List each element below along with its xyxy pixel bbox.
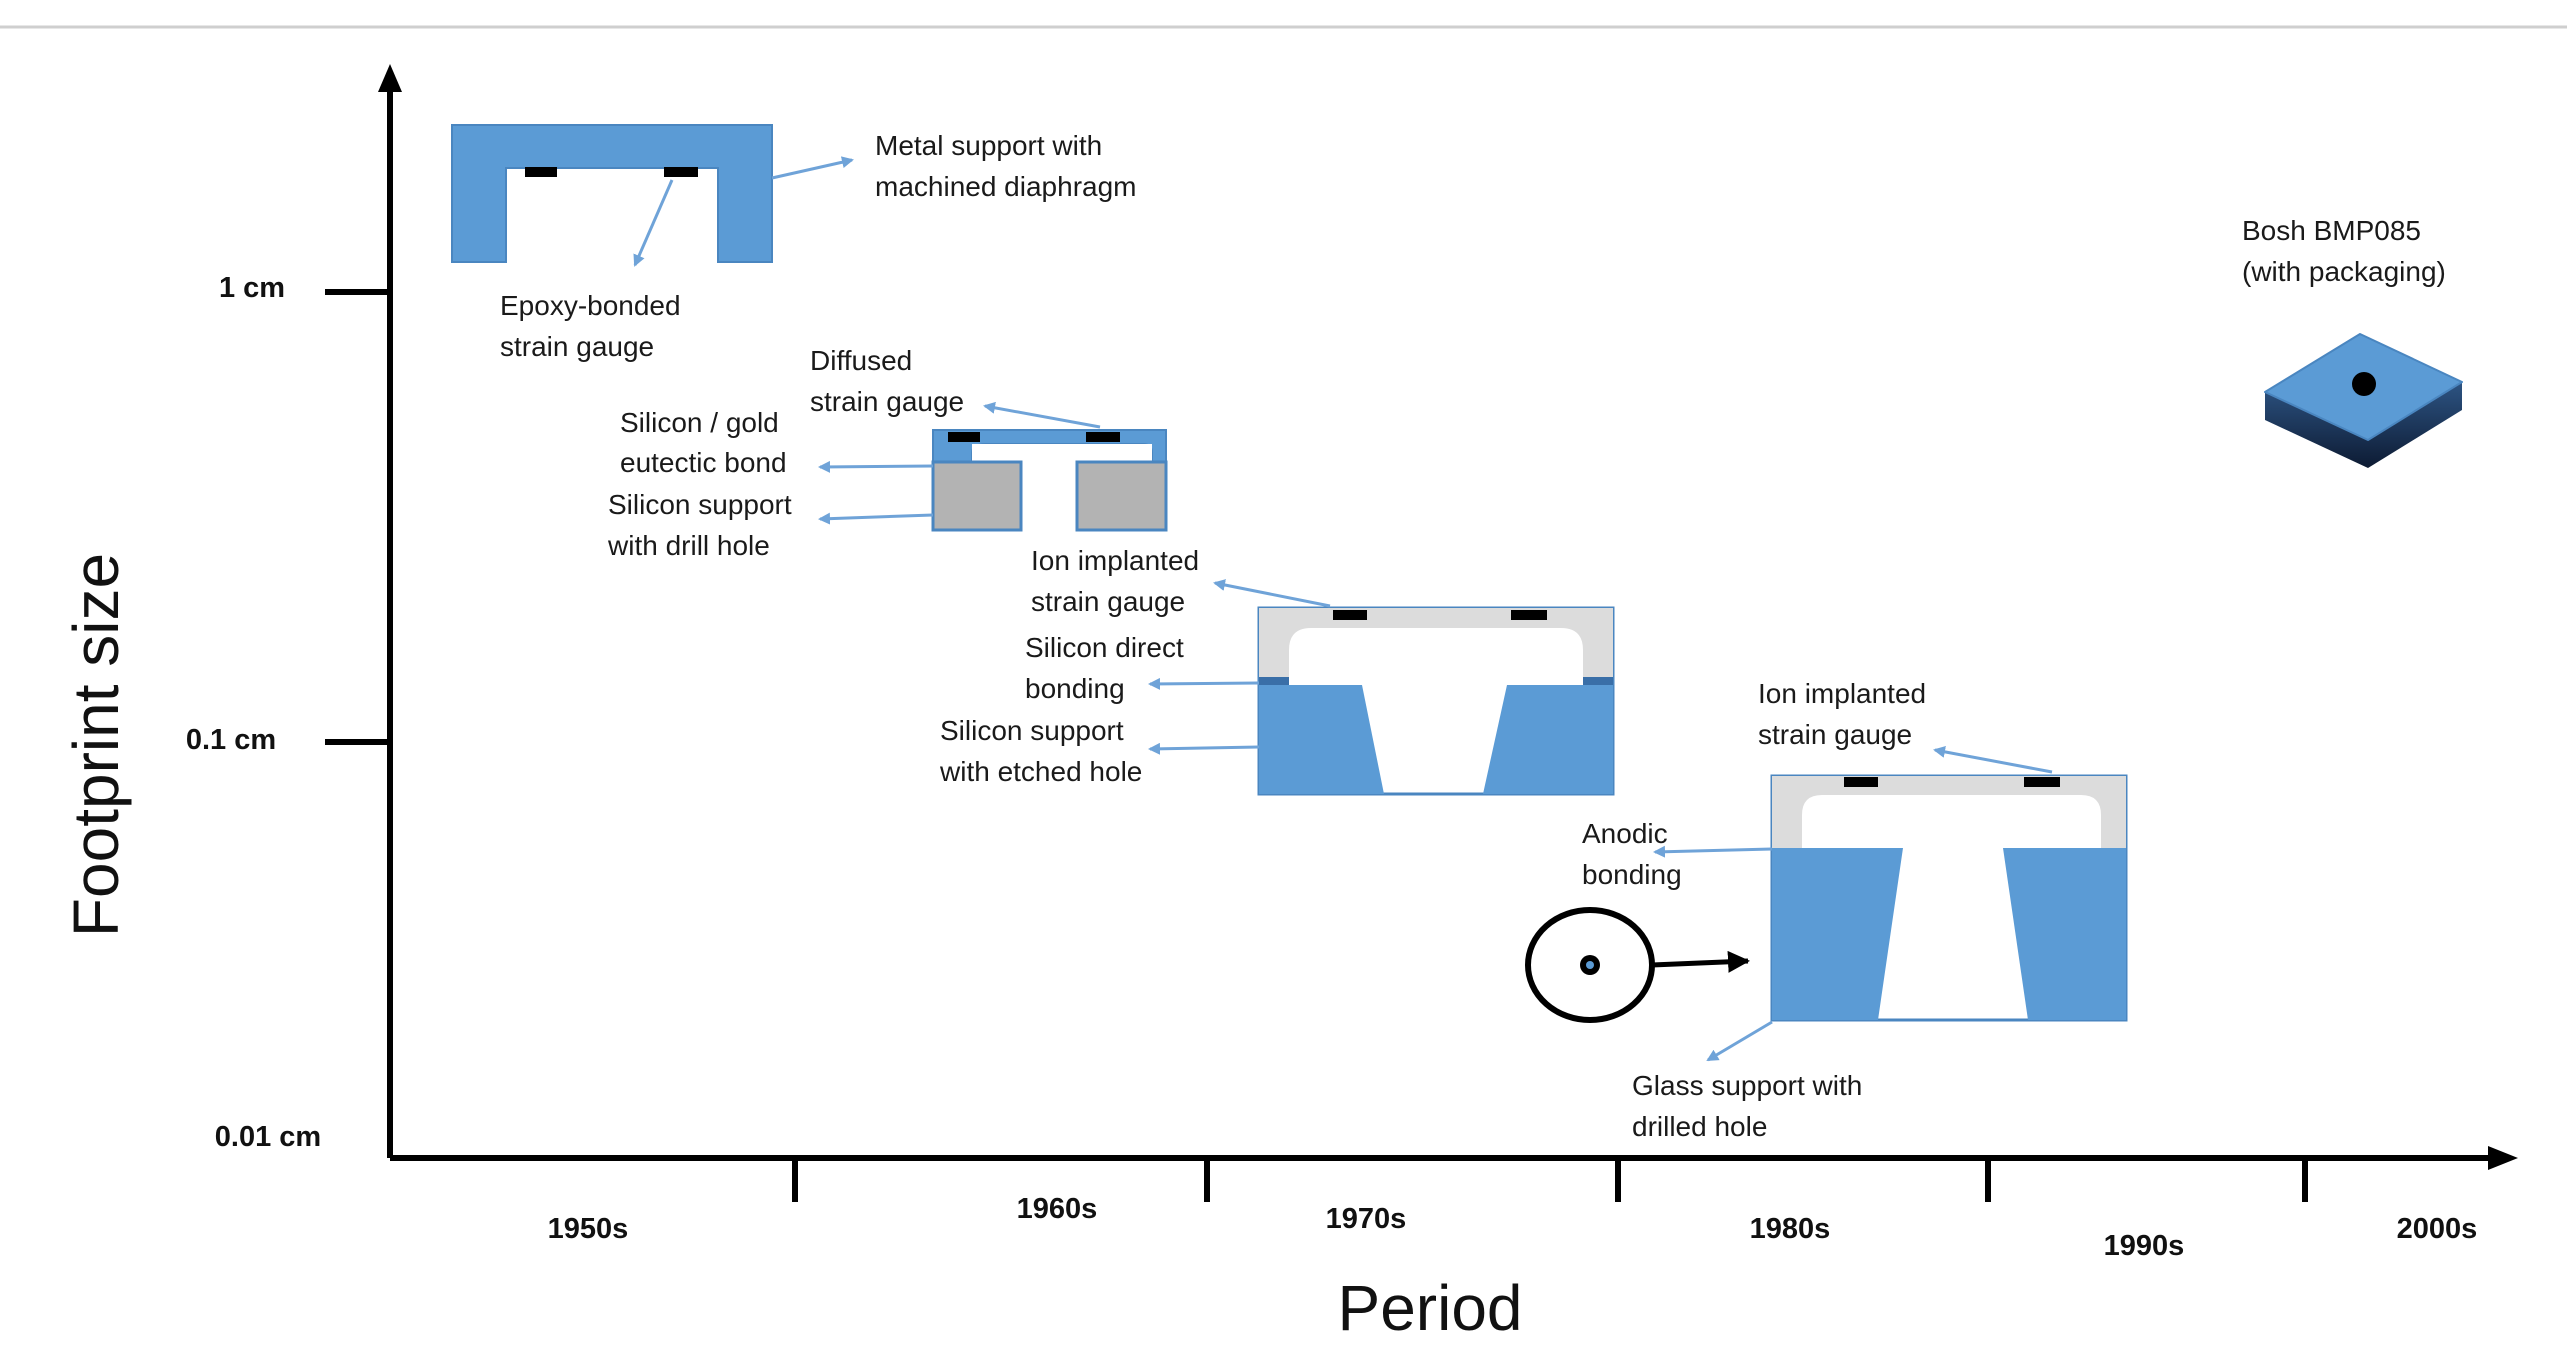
etched-support-right <box>1483 685 1613 794</box>
x-tick-label-2000s: 2000s <box>2397 1213 2478 1245</box>
strain-gauge-left <box>525 167 557 177</box>
top-view-arrow <box>1651 950 1750 973</box>
metal-support-sensor <box>451 124 773 263</box>
top-view-circle <box>1525 907 1655 1023</box>
etched-support-left <box>1259 685 1384 794</box>
ion-gauge-right <box>1511 610 1547 620</box>
x-tick-label-1970s: 1970s <box>1326 1203 1407 1235</box>
arrow-ion-gauge-2 <box>1933 745 2053 774</box>
x-axis-title: Period <box>1338 1272 1523 1344</box>
glass-support-left <box>1772 848 1903 1020</box>
label-si-etched: Silicon support with etched hole <box>939 715 1142 787</box>
label-metal-support: Metal support with machined diaphragm <box>875 130 1137 202</box>
arrow-glass-support <box>1706 1020 1773 1062</box>
glass-support-right <box>2003 848 2126 1020</box>
diffused-gauge-sensor <box>931 429 1168 532</box>
y-tick-label-0.1cm: 0.1 cm <box>186 724 276 756</box>
arrow-si-direct <box>1148 677 1260 690</box>
arrow-eutectic-bond <box>818 460 934 473</box>
label-bosch: Bosh BMP085 (with packaging) <box>2242 215 2446 287</box>
label-eutectic-bond: Silicon / gold eutectic bond <box>620 407 787 478</box>
arrow-si-drill <box>818 512 934 525</box>
ion-gauge-left <box>1333 610 1367 620</box>
x-tick-label-1990s: 1990s <box>2104 1230 2185 1262</box>
label-epoxy-gauge: Epoxy-bonded strain gauge <box>500 290 688 362</box>
y-axis-title: Footprint size <box>60 553 132 937</box>
ion-gauge-2-left <box>1844 777 1878 787</box>
silicon-support-right <box>1075 460 1168 532</box>
label-diffused-gauge: Diffused strain gauge <box>810 345 964 417</box>
y-tick-label-0.01cm: 0.01 cm <box>215 1121 321 1153</box>
silicon-support-left <box>931 460 1023 532</box>
diffused-gauge-left <box>948 432 980 442</box>
arrow-ion-gauge-1 <box>1213 579 1331 608</box>
x-tick-label-1980s: 1980s <box>1750 1213 1831 1245</box>
x-tick-label-1950s: 1950s <box>548 1213 629 1245</box>
x-tick-label-1960s: 1960s <box>1017 1193 1098 1225</box>
strain-gauge-right <box>664 167 698 177</box>
diffused-gauge-right <box>1086 432 1120 442</box>
arrow-si-etched <box>1148 742 1260 755</box>
x-axis <box>390 1146 2518 1202</box>
label-ion-gauge-2: Ion implanted strain gauge <box>1758 678 1934 750</box>
label-anodic: Anodic bonding <box>1582 818 1682 890</box>
label-si-direct: Silicon direct bonding <box>1025 632 1192 704</box>
arrow-epoxy-gauge <box>633 179 674 267</box>
y-axis <box>325 64 402 1158</box>
label-ion-gauge-1: Ion implanted strain gauge <box>1031 545 1207 617</box>
arrow-metal-support <box>771 156 854 180</box>
y-tick-label-1cm: 1 cm <box>219 272 285 304</box>
anodic-bonding-sensor <box>1770 774 2128 1022</box>
arrow-diffused-gauge <box>983 401 1101 429</box>
bmp085-package <box>2264 333 2463 468</box>
label-si-drill: Silicon support with drill hole <box>607 489 799 561</box>
chip-port-hole <box>2352 372 2376 396</box>
label-glass-support: Glass support with drilled hole <box>1632 1070 1870 1142</box>
ion-gauge-2-right <box>2024 777 2060 787</box>
direct-bonding-sensor <box>1257 606 1615 796</box>
arrow-anodic <box>1653 845 1773 858</box>
